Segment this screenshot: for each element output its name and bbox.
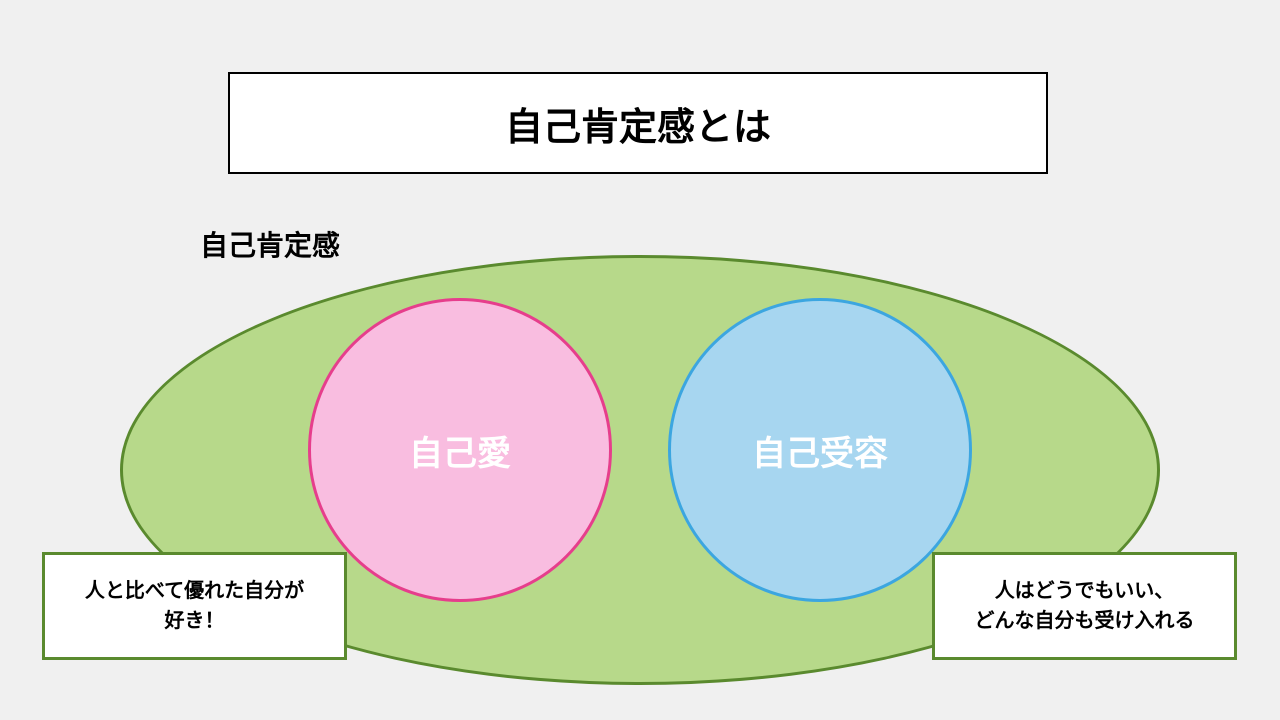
right-caption-line1: 人はどうでもいい、 [995, 580, 1175, 602]
right-caption-box: 人はどうでもいい、 どんな自分も受け入れる [932, 552, 1237, 660]
left-circle-label: 自己愛 [409, 426, 511, 475]
left-caption-box: 人と比べて優れた自分が 好き！ [42, 552, 347, 660]
title-box: 自己肯定感とは [228, 72, 1048, 174]
left-caption-line1: 人と比べて優れた自分が [85, 580, 304, 602]
left-caption-text: 人と比べて優れた自分が 好き！ [85, 576, 304, 636]
left-caption-line2: 好き！ [164, 610, 224, 632]
title-text: 自己肯定感とは [505, 96, 771, 151]
right-circle: 自己受容 [668, 298, 972, 602]
left-circle: 自己愛 [308, 298, 612, 602]
right-circle-label: 自己受容 [752, 426, 888, 475]
right-caption-text: 人はどうでもいい、 どんな自分も受け入れる [975, 576, 1195, 636]
right-caption-line2: どんな自分も受け入れる [975, 610, 1195, 632]
subtitle-label: 自己肯定感 [200, 224, 340, 264]
